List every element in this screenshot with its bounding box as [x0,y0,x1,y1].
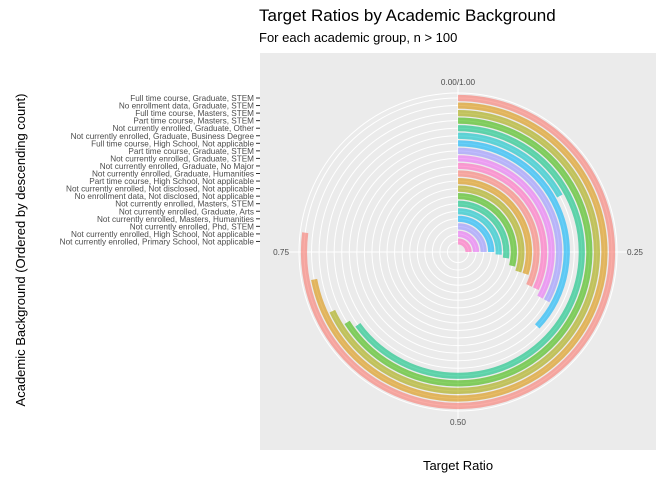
category-label: No enrollment data, Graduate, STEM [119,102,254,111]
bar [311,102,608,402]
bar [329,110,600,394]
y-axis-title: Academic Background (Ordered by descendi… [13,94,28,407]
bar [457,238,472,253]
bar [457,132,563,198]
bar [457,177,533,275]
category-label: Full time course, Graduate, STEM [130,94,254,103]
category-label: Not currently enrolled, Graduate, Humani… [92,170,254,179]
chart-subtitle: For each academic group, n > 100 [259,30,457,45]
category-label: Not currently enrolled, High School, Not… [71,230,254,239]
bar [457,147,563,303]
bar [457,170,540,287]
category-label: No enrollment data, Not disclosed, Not a… [75,192,255,201]
category-label: Not currently enrolled, Not disclosed, N… [66,185,254,194]
x-axis-title: Target Ratio [423,458,493,473]
bar [344,117,593,387]
bar [457,185,525,273]
bar [300,94,616,410]
angle-tick-label: 0.25 [627,248,643,257]
bar [457,208,502,255]
angle-ticks: 0.00/1.00 0.25 0.50 0.75 [273,78,643,427]
bar [457,200,510,259]
bar [457,230,480,253]
angle-tick-label: 0.00/1.00 [441,78,476,87]
category-label: Not currently enrolled, Phd, STEM [130,222,254,231]
category-label: Part time course, Graduate, STEM [128,147,254,156]
bar [457,193,517,267]
angle-tick-label: 0.50 [450,418,466,427]
category-label: Full time course, High School, Not appli… [91,139,254,148]
category-label: Not currently enrolled, Graduate, STEM [110,154,254,163]
category-label: Part time course, High School, Not appli… [89,177,254,186]
category-label: Part time course, Masters, STEM [133,117,254,126]
bar [457,162,548,290]
category-label: Not currently enrolled, Graduate, Other [112,124,254,133]
category-label: Not currently enrolled, Graduate, Arts [119,207,254,216]
category-label: Not currently enrolled, Graduate, No Maj… [100,162,255,171]
category-label: Not currently enrolled, Masters, Humanit… [97,215,254,224]
angle-tick-label: 0.75 [273,248,289,257]
bar [457,215,495,253]
bars [300,94,616,410]
category-label: Not currently enrolled, Primary School, … [60,237,255,246]
chart-title: Target Ratios by Academic Background [259,6,556,25]
category-label: Not currently enrolled, Masters, STEM [115,200,254,209]
bar [457,155,555,299]
category-label: Not currently enrolled, Graduate, Busine… [71,132,255,141]
category-label: Full time course, Masters, STEM [135,109,254,118]
bar [457,140,570,329]
bar [355,125,585,379]
bar [457,223,487,253]
